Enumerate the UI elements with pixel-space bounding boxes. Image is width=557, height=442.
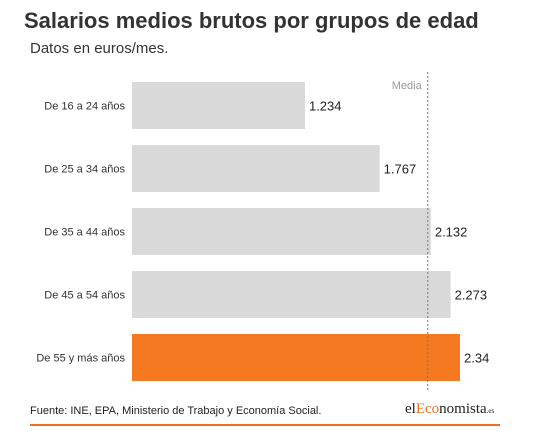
footer-divider [30,424,500,426]
source-note: Fuente: INE, EPA, Ministerio de Trabajo … [30,405,322,417]
category-label: De 45 a 54 años [44,290,125,302]
value-label: 2.273 [455,288,488,303]
chart-subtitle: Datos en euros/mes. [30,40,169,57]
category-label: De 16 a 24 años [44,101,125,113]
category-label: De 55 y más años [36,353,125,365]
eleconomista-logo: elEconomista.es [405,401,495,417]
bar-1 [132,82,305,129]
category-label: De 35 a 44 años [44,227,125,239]
value-label: 2.132 [435,225,468,240]
chart-title: Salarios medios brutos por grupos de eda… [24,8,479,33]
bar-5 [132,334,460,381]
bar-2 [132,145,380,192]
category-label: De 25 a 34 años [44,164,125,176]
value-label: 1.767 [384,162,417,177]
bar-chart: De 16 a 24 años 1.234 De 25 a 34 años 1.767… [36,72,489,390]
value-label: 1.234 [309,99,342,114]
media-label: Media [392,80,423,92]
value-label: 2.34 [464,351,489,366]
bar-4 [132,271,451,318]
bar-3 [132,208,431,255]
